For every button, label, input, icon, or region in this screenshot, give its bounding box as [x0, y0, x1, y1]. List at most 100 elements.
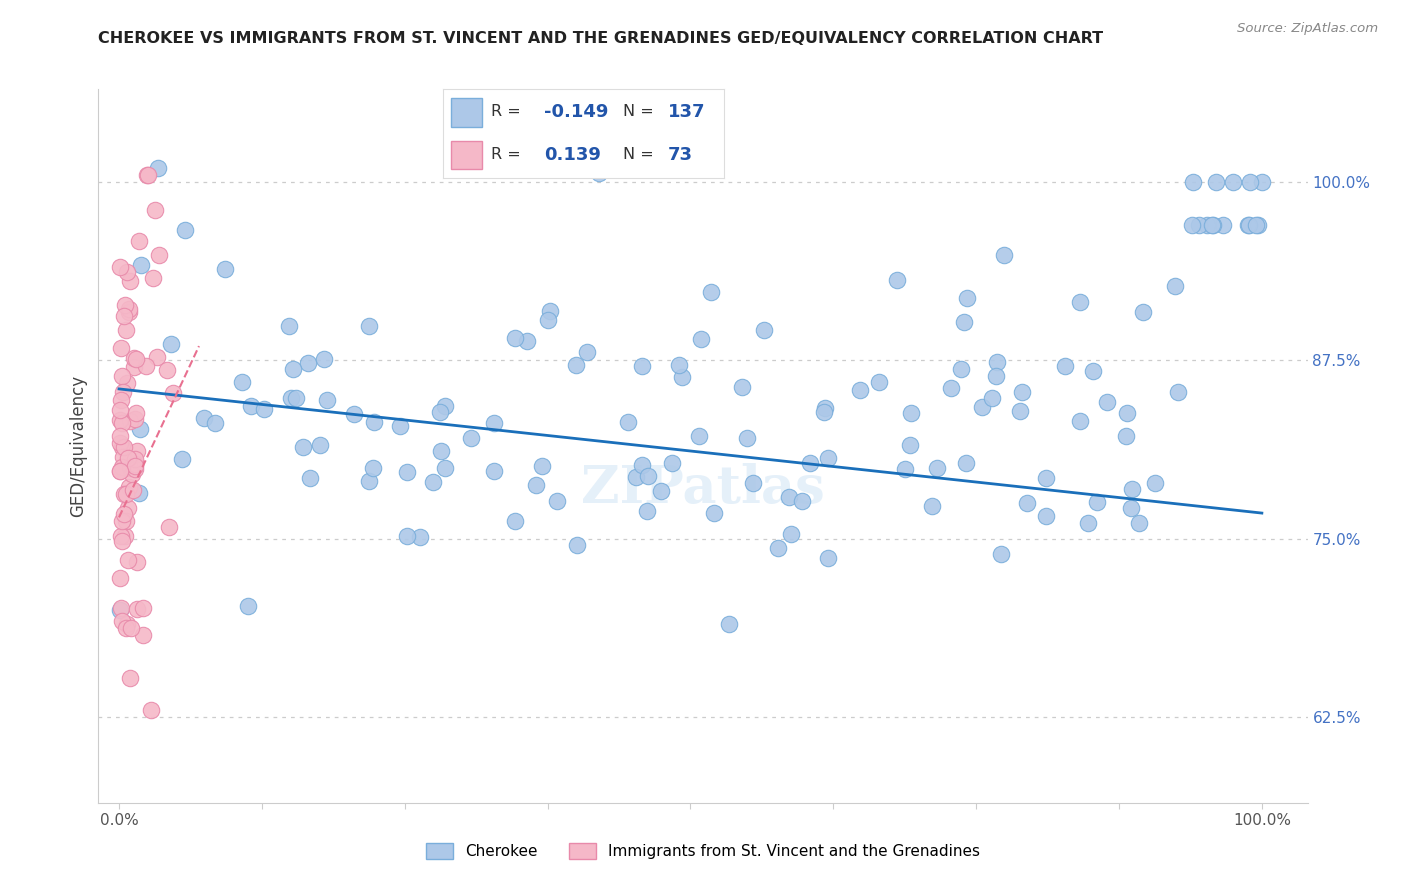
Point — [1095, 395, 1118, 409]
Point — [108, 413, 131, 427]
Point — [122, 351, 145, 366]
Point — [1181, 218, 1204, 232]
Point — [970, 400, 993, 414]
Point — [121, 483, 143, 498]
Point — [1035, 471, 1057, 485]
Point — [110, 464, 132, 478]
Point — [1119, 501, 1142, 516]
Point — [546, 494, 568, 508]
Point — [111, 369, 134, 384]
Point — [124, 452, 146, 467]
Point — [115, 487, 138, 501]
Point — [741, 476, 763, 491]
Point — [616, 416, 638, 430]
Point — [110, 600, 132, 615]
Point — [422, 475, 444, 489]
Point — [110, 341, 132, 355]
Point — [1035, 509, 1057, 524]
Point — [135, 359, 157, 373]
Point — [298, 471, 321, 485]
Point — [766, 541, 789, 555]
Point — [129, 421, 152, 435]
Point — [141, 703, 163, 717]
Point — [170, 451, 193, 466]
Point — [430, 444, 453, 458]
Point — [193, 410, 215, 425]
Point — [285, 391, 308, 405]
Point — [112, 309, 135, 323]
Point — [108, 436, 131, 450]
Point — [1017, 496, 1039, 510]
Point — [239, 399, 262, 413]
Point — [155, 363, 177, 377]
Point — [314, 352, 336, 367]
Point — [118, 414, 141, 428]
Point — [986, 369, 1008, 384]
Point — [118, 480, 141, 494]
Text: R =: R = — [491, 104, 520, 120]
Point — [636, 504, 658, 518]
Point — [108, 403, 131, 417]
Point — [671, 370, 693, 384]
Point — [630, 359, 652, 374]
Point — [120, 621, 142, 635]
Point — [110, 392, 132, 407]
Point — [143, 203, 166, 218]
Point — [688, 429, 710, 443]
Point — [131, 258, 153, 272]
Point — [114, 529, 136, 543]
Point — [434, 399, 457, 413]
Point — [114, 514, 136, 528]
Point — [357, 319, 380, 334]
Point — [986, 354, 1008, 368]
Text: 137: 137 — [668, 103, 706, 121]
Point — [124, 412, 146, 426]
Point — [316, 392, 339, 407]
Point — [1201, 218, 1223, 232]
Point — [792, 494, 814, 508]
Point — [576, 344, 599, 359]
Point — [1115, 429, 1137, 443]
Point — [343, 407, 366, 421]
Point — [124, 459, 146, 474]
Point — [118, 461, 141, 475]
Point — [124, 457, 146, 471]
Point — [111, 450, 134, 464]
Point — [893, 461, 915, 475]
Point — [953, 315, 976, 329]
Point — [136, 168, 159, 182]
Point — [1069, 294, 1091, 309]
Point — [111, 441, 134, 455]
Point — [717, 617, 740, 632]
Point — [128, 485, 150, 500]
Point — [990, 547, 1012, 561]
Point — [111, 460, 134, 475]
Point — [637, 469, 659, 483]
Point — [124, 462, 146, 476]
Point — [115, 376, 138, 390]
Point — [900, 406, 922, 420]
Point — [503, 514, 526, 528]
Point — [297, 356, 319, 370]
Point — [1212, 218, 1234, 232]
Point — [108, 602, 131, 616]
Point — [799, 456, 821, 470]
Point — [482, 465, 505, 479]
Point — [395, 529, 418, 543]
Point — [703, 506, 725, 520]
Point — [111, 384, 134, 399]
Point — [537, 313, 560, 327]
Point — [148, 248, 170, 262]
Point — [160, 336, 183, 351]
Point — [363, 415, 385, 429]
Point — [115, 616, 138, 631]
Point — [503, 331, 526, 345]
Text: CHEROKEE VS IMMIGRANTS FROM ST. VINCENT AND THE GRENADINES GED/EQUIVALENCY CORRE: CHEROKEE VS IMMIGRANTS FROM ST. VINCENT … — [98, 31, 1104, 46]
Point — [886, 272, 908, 286]
Point — [565, 358, 588, 372]
Point — [115, 621, 138, 635]
Text: R =: R = — [491, 147, 520, 162]
Point — [1202, 218, 1225, 232]
Point — [253, 402, 276, 417]
Point — [956, 291, 979, 305]
